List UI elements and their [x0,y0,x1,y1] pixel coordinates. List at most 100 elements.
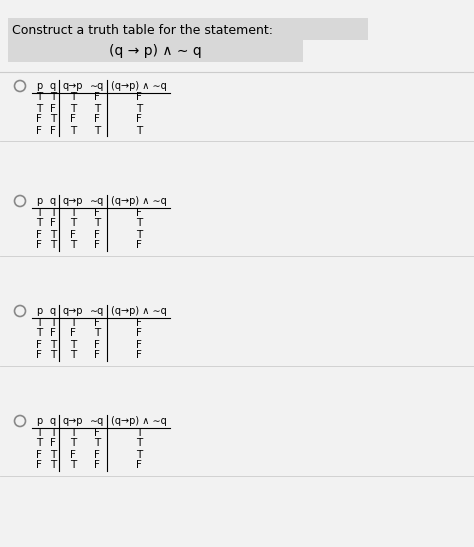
Text: F: F [94,241,100,251]
Text: F: F [94,461,100,470]
Text: p: p [36,81,42,91]
Text: q: q [50,81,56,91]
FancyBboxPatch shape [8,18,368,40]
Text: T: T [70,125,76,136]
Text: T: T [50,340,56,350]
Text: T: T [136,439,142,449]
Text: F: F [50,103,56,113]
Text: F: F [94,207,100,218]
Text: T: T [36,103,42,113]
Text: ∼q: ∼q [90,416,104,426]
Text: F: F [50,439,56,449]
Text: F: F [50,125,56,136]
Text: T: T [36,317,42,328]
Text: (q→p) ∧ ∼q: (q→p) ∧ ∼q [111,196,167,206]
Text: F: F [136,92,142,102]
Text: F: F [94,351,100,360]
Text: F: F [70,230,76,240]
Text: F: F [136,241,142,251]
Text: T: T [136,450,142,459]
Text: F: F [136,317,142,328]
Text: T: T [70,340,76,350]
Text: p: p [36,306,42,316]
Text: F: F [136,351,142,360]
Text: p: p [36,416,42,426]
Text: T: T [50,241,56,251]
Text: T: T [50,207,56,218]
Text: T: T [136,218,142,229]
Text: F: F [94,450,100,459]
Text: T: T [70,207,76,218]
Text: T: T [70,92,76,102]
Text: T: T [50,450,56,459]
Text: T: T [36,92,42,102]
Text: F: F [136,461,142,470]
Text: ∼q: ∼q [90,306,104,316]
Text: T: T [36,428,42,438]
Text: (q→p) ∧ ∼q: (q→p) ∧ ∼q [111,81,167,91]
Text: T: T [50,230,56,240]
Text: ∼q: ∼q [90,81,104,91]
Text: T: T [36,439,42,449]
Text: ∼q: ∼q [90,196,104,206]
Text: T: T [94,218,100,229]
Text: T: T [94,103,100,113]
Text: F: F [94,428,100,438]
Text: q→p: q→p [63,416,83,426]
Text: F: F [36,461,42,470]
FancyBboxPatch shape [8,40,303,62]
Text: F: F [136,340,142,350]
Text: F: F [94,230,100,240]
Text: F: F [70,450,76,459]
Text: q: q [50,306,56,316]
Text: T: T [70,428,76,438]
Text: F: F [36,125,42,136]
Text: q: q [50,196,56,206]
Text: T: T [50,461,56,470]
Text: F: F [36,450,42,459]
Text: T: T [36,329,42,339]
Text: T: T [36,207,42,218]
Text: F: F [36,351,42,360]
FancyBboxPatch shape [8,40,13,62]
Text: T: T [136,103,142,113]
Text: F: F [70,329,76,339]
Text: q→p: q→p [63,306,83,316]
Text: q→p: q→p [63,196,83,206]
Text: F: F [36,241,42,251]
Text: T: T [50,428,56,438]
Text: F: F [94,340,100,350]
Text: F: F [136,114,142,125]
Text: F: F [136,207,142,218]
Text: (q→p) ∧ ∼q: (q→p) ∧ ∼q [111,416,167,426]
Text: F: F [94,317,100,328]
Text: q: q [50,416,56,426]
Text: F: F [36,340,42,350]
Text: T: T [70,103,76,113]
Text: T: T [70,461,76,470]
Text: T: T [36,218,42,229]
Text: T: T [50,351,56,360]
Text: T: T [70,317,76,328]
Text: T: T [136,230,142,240]
Text: F: F [50,329,56,339]
Text: F: F [36,114,42,125]
Text: T: T [50,317,56,328]
Text: T: T [70,351,76,360]
Text: q→p: q→p [63,81,83,91]
Text: T: T [70,439,76,449]
Text: F: F [94,92,100,102]
Text: T: T [70,241,76,251]
Text: T: T [94,439,100,449]
Text: T: T [50,114,56,125]
Text: F: F [136,329,142,339]
Text: T: T [50,92,56,102]
Text: (q → p) ∧ ∼ q: (q → p) ∧ ∼ q [109,44,202,58]
Text: F: F [36,230,42,240]
Text: T: T [136,428,142,438]
Text: Construct a truth table for the statement:: Construct a truth table for the statemen… [12,24,273,37]
Text: F: F [50,218,56,229]
Text: T: T [94,125,100,136]
Text: F: F [70,114,76,125]
Text: T: T [136,125,142,136]
